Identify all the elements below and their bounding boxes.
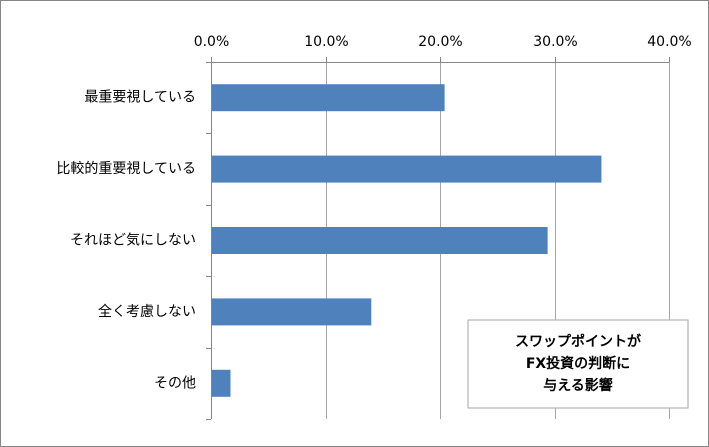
x-tick-label-0: 0.0% [194,34,230,50]
bars [212,84,602,397]
category-label-1: 比較的重要視している [56,161,196,177]
bar-3 [212,298,372,326]
bar-0 [212,84,445,112]
annotation-line-1: スワップポイントが [515,333,642,350]
x-tick-label-1: 10.0% [304,34,348,50]
x-tick-label-2: 20.0% [418,34,462,50]
bar-1 [212,155,602,183]
category-label-2: それほど気にしない [70,233,196,249]
labels: 0.0% 10.0% 20.0% 30.0% 40.0% 最重要視している比較的重要視して… [56,34,691,391]
x-tick-label-3: 30.0% [533,34,577,50]
annotation-border [467,319,689,409]
annotation-line-3: 与える影響 [543,377,613,394]
x-tick-label-4: 40.0% [647,34,691,50]
bar-2 [212,227,548,254]
bar-4 [212,369,231,397]
annotation-line-2: FX投資の判断に [526,355,630,372]
annotation-box: スワップポイントが FX投資の判断に 与える影響 [467,319,689,409]
category-label-0: 最重要視している [84,90,196,106]
axes [206,57,670,420]
category-label-4: その他 [154,375,196,391]
category-label-3: 全く考慮しない [98,303,196,320]
